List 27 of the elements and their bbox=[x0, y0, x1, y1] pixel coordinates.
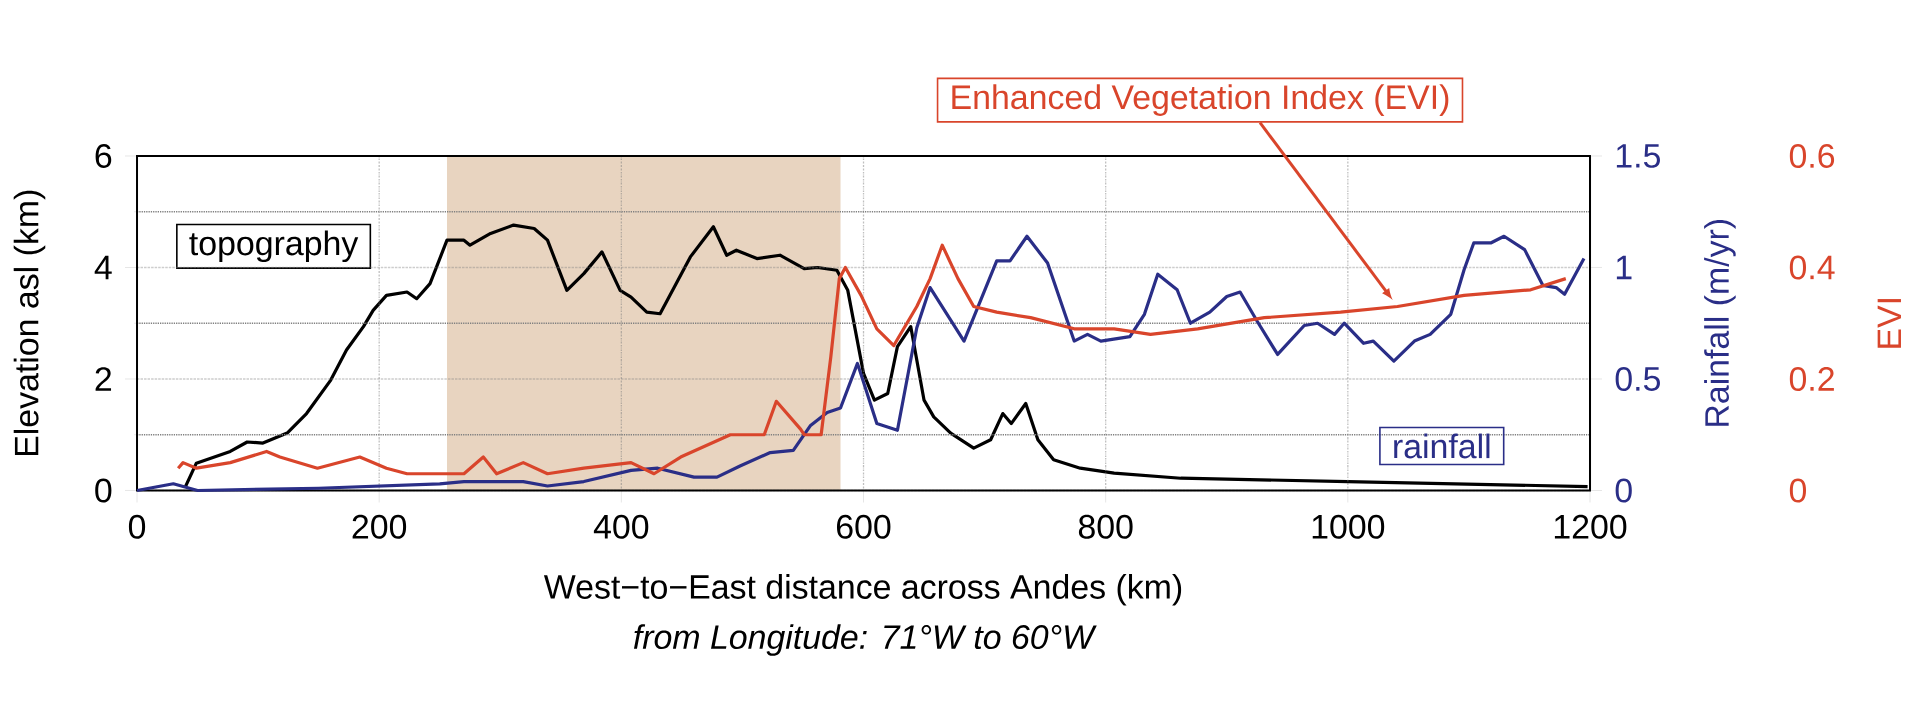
x-tick-label: 400 bbox=[593, 514, 649, 539]
y2-tick-label: 0.5 bbox=[1615, 366, 1660, 391]
y-tick-label: 0 bbox=[95, 478, 112, 503]
y-axis-title: Elevation asl (km) bbox=[13, 190, 46, 456]
y2-tick-label: 1 bbox=[1616, 255, 1632, 280]
text: rainfall bbox=[1394, 433, 1490, 459]
x-tick-label: 1000 bbox=[1312, 514, 1385, 539]
text: from Longitude: 71°W to 60°W bbox=[633, 624, 1097, 656]
y-tick-label: 2 bbox=[95, 367, 112, 391]
y-tick-label: 6 bbox=[95, 143, 112, 168]
y2-axis-title: Rainfall (m/yr) bbox=[1704, 219, 1736, 426]
x-tick-label: 800 bbox=[1078, 514, 1133, 539]
x-axis-title: West−to−East distance across Andes (km) bbox=[543, 574, 1182, 606]
x-tick-label: 1200 bbox=[1554, 514, 1627, 539]
y3-tick-label: 0 bbox=[1789, 478, 1807, 503]
y3-tick-label: 0.4 bbox=[1789, 255, 1835, 280]
text: Enhanced Vegetation Index (EVI) bbox=[952, 84, 1449, 116]
series-label: topography bbox=[189, 230, 359, 263]
y3-tick-label: 0.6 bbox=[1789, 143, 1835, 168]
x-tick-label: 0 bbox=[128, 514, 146, 539]
y3-axis-title: EVI bbox=[1877, 299, 1901, 348]
y3-tick-label: 0.2 bbox=[1789, 366, 1834, 391]
x-tick-label: 200 bbox=[352, 514, 407, 539]
y2-tick-label: 0 bbox=[1615, 478, 1632, 503]
y2-tick-label: 1.5 bbox=[1616, 144, 1660, 168]
y-tick-label: 4 bbox=[94, 255, 112, 280]
x-tick-label: 600 bbox=[836, 514, 891, 539]
